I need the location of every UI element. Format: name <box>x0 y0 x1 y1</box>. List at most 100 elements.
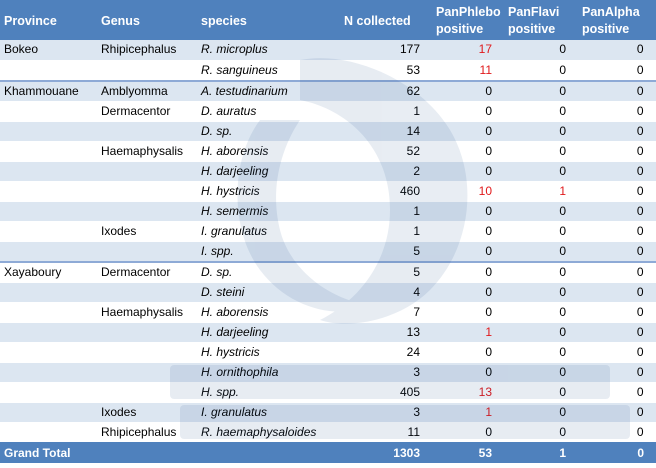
cell-species: I. spp. <box>197 241 340 262</box>
cell-panphlebo: 0 <box>432 121 504 142</box>
cell-species: I. granulatus <box>197 402 340 423</box>
table-row: H. spp. 405 13 0 0 <box>0 382 656 403</box>
cell-genus: Haemaphysalis <box>97 141 197 162</box>
cell-panphlebo: 10 <box>432 181 504 202</box>
cell-species: H. ornithophila <box>197 362 340 383</box>
header-genus: Genus <box>97 0 197 40</box>
cell-panalpha: 0 <box>578 161 656 182</box>
cell-n-collected: 1 <box>340 221 432 242</box>
table-row: Bokeo Rhipicephalus R. microplus 177 17 0 0 <box>0 40 656 61</box>
table-row: H. hystricis 460 10 1 0 <box>0 181 656 202</box>
table-row: Xayaboury Dermacentor D. sp. 5 0 0 0 <box>0 260 656 283</box>
cell-panphlebo: 0 <box>432 141 504 162</box>
cell-panalpha: 0 <box>578 241 656 262</box>
cell-panphlebo: 1 <box>432 402 504 423</box>
cell-panflavi: 0 <box>504 201 578 222</box>
cell-genus: Rhipicephalus <box>97 422 197 443</box>
table-row: Ixodes I. granulatus 3 1 0 0 <box>0 402 656 423</box>
cell-genus: Amblyomma <box>97 79 197 102</box>
cell-panflavi: 0 <box>504 40 578 61</box>
cell-species: R. microplus <box>197 40 340 61</box>
cell-panphlebo: 0 <box>432 282 504 303</box>
cell-species: A. testudinarium <box>197 79 340 102</box>
cell-species: R. sanguineus <box>197 60 340 81</box>
cell-n-collected: 3 <box>340 402 432 423</box>
cell-panflavi: 0 <box>504 121 578 142</box>
cell-province <box>0 241 97 262</box>
table-row: H. darjeeling 13 1 0 0 <box>0 322 656 343</box>
cell-panflavi: 0 <box>504 362 578 383</box>
cell-n-collected: 1 <box>340 101 432 122</box>
cell-panphlebo: 17 <box>432 40 504 61</box>
cell-panflavi: 0 <box>504 322 578 343</box>
cell-panphlebo: 0 <box>432 342 504 363</box>
cell-province <box>0 382 97 403</box>
table-row: Rhipicephalus R. haemaphysaloides 11 0 0 0 <box>0 422 656 443</box>
cell-species: D. sp. <box>197 121 340 142</box>
grand-total-genus-blank <box>97 441 197 464</box>
cell-genus: Rhipicephalus <box>97 40 197 61</box>
cell-genus <box>97 60 197 81</box>
cell-panflavi: 0 <box>504 141 578 162</box>
cell-panalpha: 0 <box>578 181 656 202</box>
cell-panphlebo: 1 <box>432 322 504 343</box>
cell-n-collected: 52 <box>340 141 432 162</box>
cell-panalpha: 0 <box>578 402 656 423</box>
table-row: Ixodes I. granulatus 1 0 0 0 <box>0 221 656 242</box>
header-panflavi-line1: PanFlavi <box>508 5 560 19</box>
cell-species: I. granulatus <box>197 221 340 242</box>
cell-n-collected: 3 <box>340 362 432 383</box>
cell-species: D. sp. <box>197 260 340 283</box>
cell-province <box>0 201 97 222</box>
cell-panalpha: 0 <box>578 322 656 343</box>
cell-genus: Ixodes <box>97 402 197 423</box>
cell-n-collected: 11 <box>340 422 432 443</box>
cell-panflavi: 0 <box>504 342 578 363</box>
cell-genus: Dermacentor <box>97 260 197 283</box>
header-panalpha-line2: positive <box>582 22 630 36</box>
cell-province <box>0 302 97 323</box>
cell-panphlebo: 0 <box>432 161 504 182</box>
header-row: Province Genus species N collected PanPh… <box>0 0 656 40</box>
cell-panalpha: 0 <box>578 302 656 323</box>
grand-total-species-blank <box>197 441 340 464</box>
table-row: H. hystricis 24 0 0 0 <box>0 342 656 363</box>
cell-n-collected: 5 <box>340 260 432 283</box>
cell-province: Bokeo <box>0 40 97 61</box>
header-panphlebo-line2: positive <box>436 22 484 36</box>
cell-panalpha: 0 <box>578 382 656 403</box>
cell-genus <box>97 322 197 343</box>
cell-panphlebo: 0 <box>432 362 504 383</box>
cell-province <box>0 282 97 303</box>
cell-genus: Dermacentor <box>97 101 197 122</box>
cell-species: H. aborensis <box>197 302 340 323</box>
cell-panalpha: 0 <box>578 362 656 383</box>
cell-n-collected: 2 <box>340 161 432 182</box>
cell-n-collected: 13 <box>340 322 432 343</box>
cell-panalpha: 0 <box>578 121 656 142</box>
cell-species: D. steini <box>197 282 340 303</box>
table-row: D. sp. 14 0 0 0 <box>0 121 656 142</box>
cell-panflavi: 1 <box>504 181 578 202</box>
cell-genus <box>97 181 197 202</box>
cell-panphlebo: 0 <box>432 302 504 323</box>
table-row: Khammouane Amblyomma A. testudinarium 62 0 0 0 <box>0 79 656 102</box>
cell-province <box>0 322 97 343</box>
cell-panalpha: 0 <box>578 40 656 61</box>
cell-panalpha: 0 <box>578 101 656 122</box>
cell-panalpha: 0 <box>578 60 656 81</box>
grand-total-panflavi: 1 <box>504 441 578 464</box>
table-row: Dermacentor D. auratus 1 0 0 0 <box>0 101 656 122</box>
cell-genus: Ixodes <box>97 221 197 242</box>
cell-panalpha: 0 <box>578 260 656 283</box>
cell-province <box>0 60 97 81</box>
cell-panphlebo: 0 <box>432 260 504 283</box>
cell-species: R. haemaphysaloides <box>197 422 340 443</box>
cell-panalpha: 0 <box>578 282 656 303</box>
cell-panalpha: 0 <box>578 141 656 162</box>
cell-panflavi: 0 <box>504 260 578 283</box>
cell-n-collected: 5 <box>340 241 432 262</box>
cell-n-collected: 1 <box>340 201 432 222</box>
cell-n-collected: 24 <box>340 342 432 363</box>
